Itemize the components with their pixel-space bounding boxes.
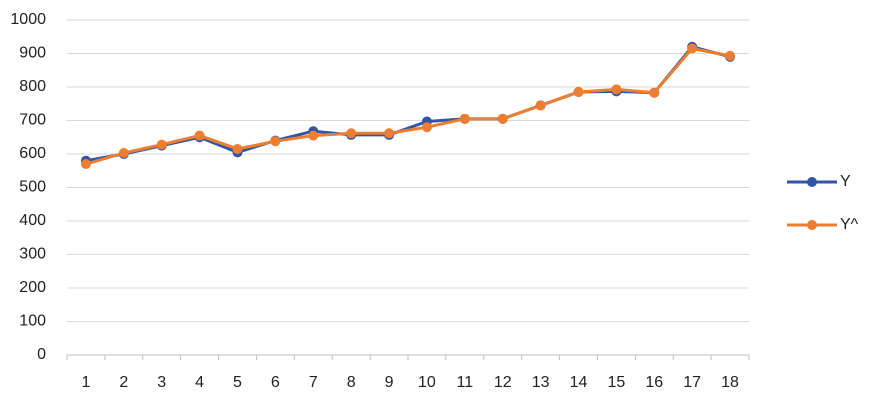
y-tick-label: 900 [19,45,46,62]
x-tick-label: 14 [570,374,588,391]
x-tick-label: 12 [494,374,512,391]
x-tick-label: 4 [195,374,204,391]
marker [156,139,167,150]
marker [80,159,91,170]
x-tick-label: 11 [457,374,474,391]
x-tick-label: 18 [721,374,739,391]
marker [535,100,546,111]
marker [232,143,243,154]
marker [725,50,736,61]
y-tick-label: 100 [19,313,46,330]
marker [573,87,584,98]
x-tick-label: 3 [157,374,166,391]
x-tick-label: 13 [532,374,550,391]
marker [308,130,319,141]
y-tick-label: 1000 [10,11,46,28]
x-tick-label: 1 [81,374,90,391]
y-tick-label: 600 [19,145,46,162]
marker [118,147,129,158]
marker [611,84,622,95]
x-tick-label: 16 [645,374,663,391]
x-tick-label: 6 [271,374,280,391]
y-tick-label: 800 [19,78,46,95]
y-tick-label: 700 [19,112,46,129]
marker [346,128,357,139]
x-tick-label: 5 [233,374,242,391]
x-tick-label: 7 [309,374,318,391]
marker [649,87,660,98]
y-tick-label: 0 [37,346,46,363]
legend-label: Y [840,173,851,190]
y-tick-label: 300 [19,246,46,263]
x-tick-label: 17 [683,374,701,391]
legend-label: Y^ [840,216,859,233]
series-line [85,45,731,163]
marker [270,136,281,147]
marker [194,130,205,141]
x-tick-label: 15 [607,374,625,391]
marker [421,122,432,133]
marker [497,113,508,124]
y-tick-label: 200 [19,279,46,296]
marker [384,128,395,139]
x-tick-label: 8 [347,374,356,391]
marker [687,43,698,54]
x-tick-label: 9 [385,374,394,391]
marker [459,113,470,124]
y-tick-label: 500 [19,179,46,196]
series-line [85,46,731,166]
legend-marker [807,177,817,187]
legend-marker [807,220,817,230]
y-tick-label: 400 [19,212,46,229]
x-tick-label: 10 [418,374,436,391]
x-tick-label: 2 [119,374,128,391]
